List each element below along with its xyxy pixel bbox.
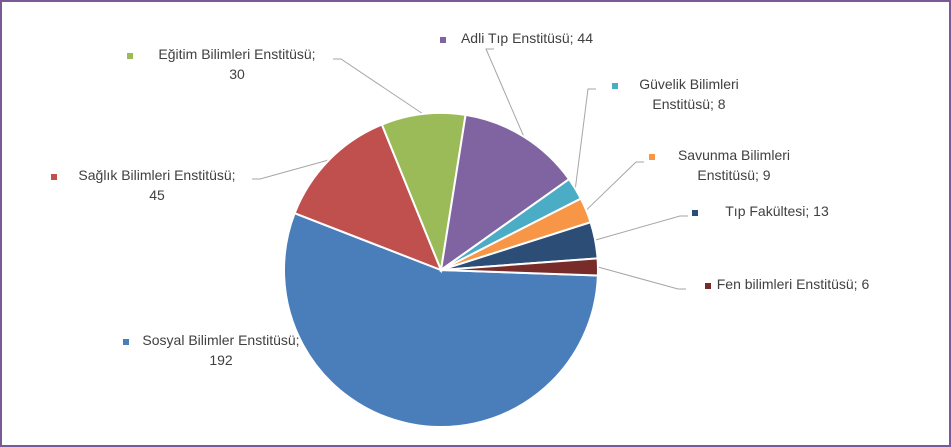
data-label-saglik-bilimleri-enstitusu: Sağlık Bilimleri Enstitüsü; 45 <box>78 167 235 203</box>
label-marker-guvelik-bilimleri-enstitusu <box>612 83 618 89</box>
leader-lines <box>252 48 688 290</box>
data-label-egitim-bilimleri-enstitusu: Eğitim Bilimleri Enstitüsü; 30 <box>158 46 315 82</box>
data-label-savunma-bilimleri-enstitusu: Savunma Bilimleri Enstitüsü; 9 <box>678 147 790 183</box>
label-marker-saglik-bilimleri-enstitusu <box>51 174 57 180</box>
leader-line-tip-fakultesi <box>594 215 688 241</box>
label-marker-savunma-bilimleri-enstitusu <box>649 154 655 160</box>
leader-line-adli-tip-enstitusu <box>485 48 525 137</box>
data-label-adli-tip-enstitusu: Adli Tıp Enstitüsü; 44 <box>461 30 593 46</box>
data-label-guvelik-bilimleri-enstitusu: Güvelik Bilimleri Enstitüsü; 8 <box>639 76 739 112</box>
pie-slice-egitim-bilimleri-enstitusu <box>380 112 467 274</box>
pie-slice-saglik-bilimleri-enstitusu <box>293 123 443 272</box>
data-label-tip-fakultesi: Tıp Fakültesi; 13 <box>725 203 829 219</box>
leader-line-saglik-bilimleri-enstitusu <box>252 159 330 180</box>
data-labels: Sosyal Bilimler Enstitüsü; 192 Sağlık Bili… <box>51 30 869 368</box>
pie-slices <box>283 112 599 428</box>
label-marker-egitim-bilimleri-enstitusu <box>127 53 133 59</box>
pie-slice-fen-bilimleri-enstitusu <box>440 257 599 277</box>
data-label-sosyal-bilimler-enstitusu: Sosyal Bilimler Enstitüsü; 192 <box>142 332 299 368</box>
data-label-fen-bilimleri-enstitusu: Fen bilimleri Enstitüsü; 6 <box>717 276 870 292</box>
leader-line-egitim-bilimleri-enstitusu <box>333 58 424 115</box>
label-marker-tip-fakultesi <box>692 210 698 216</box>
pie-slice-sosyal-bilimler-enstitusu <box>283 211 599 428</box>
label-marker-sosyal-bilimler-enstitusu <box>123 339 129 345</box>
leader-line-savunma-bilimleri-enstitusu <box>585 161 644 211</box>
pie-slice-adli-tip-enstitusu <box>439 113 571 273</box>
leader-line-guvelik-bilimleri-enstitusu <box>574 88 596 189</box>
leader-line-fen-bilimleri-enstitusu <box>597 266 686 290</box>
label-marker-adli-tip-enstitusu <box>440 37 446 43</box>
label-marker-fen-bilimleri-enstitusu <box>705 283 711 289</box>
